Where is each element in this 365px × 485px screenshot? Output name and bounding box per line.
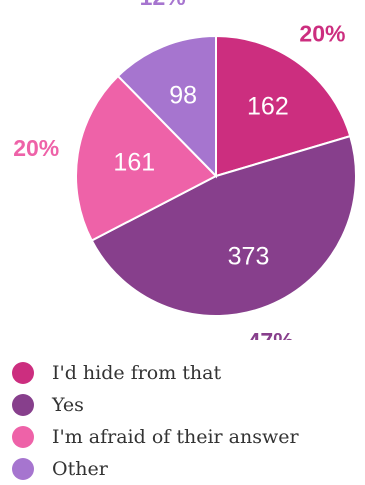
legend-swatch-other <box>12 458 34 480</box>
slice-percent-label-yes: 47% <box>248 328 294 340</box>
pie-slice-hide <box>215 34 352 178</box>
slice-value-label-afraid: 161 <box>113 148 155 176</box>
legend: I'd hide from that Yes I'm afraid of the… <box>12 357 299 485</box>
pie-slice-other <box>116 34 217 179</box>
slice-percent-label-hide: 20% <box>299 20 345 46</box>
legend-swatch-yes <box>12 394 34 416</box>
slice-percent-label-afraid: 20% <box>13 135 59 161</box>
legend-label-afraid: I'm afraid of their answer <box>52 426 299 448</box>
slice-value-label-yes: 373 <box>228 242 270 270</box>
pie-slice-yes <box>90 134 357 317</box>
legend-item-hide: I'd hide from that <box>12 357 299 389</box>
slice-percent-label-other: 12% <box>140 0 186 10</box>
legend-label-yes: Yes <box>52 394 84 416</box>
legend-swatch-afraid <box>12 426 34 448</box>
legend-item-yes: Yes <box>12 389 299 421</box>
legend-swatch-hide <box>12 362 34 384</box>
legend-label-other: Other <box>52 458 108 480</box>
pie-slice-afraid <box>75 74 218 242</box>
pie-chart: 162 20% 373 47% 161 20% 98 12% <box>13 0 357 340</box>
slice-value-label-other: 98 <box>169 82 197 110</box>
legend-item-other: Other <box>12 453 299 485</box>
legend-label-hide: I'd hide from that <box>52 362 222 384</box>
slice-value-label-hide: 162 <box>247 92 289 120</box>
legend-item-afraid: I'm afraid of their answer <box>12 421 299 453</box>
